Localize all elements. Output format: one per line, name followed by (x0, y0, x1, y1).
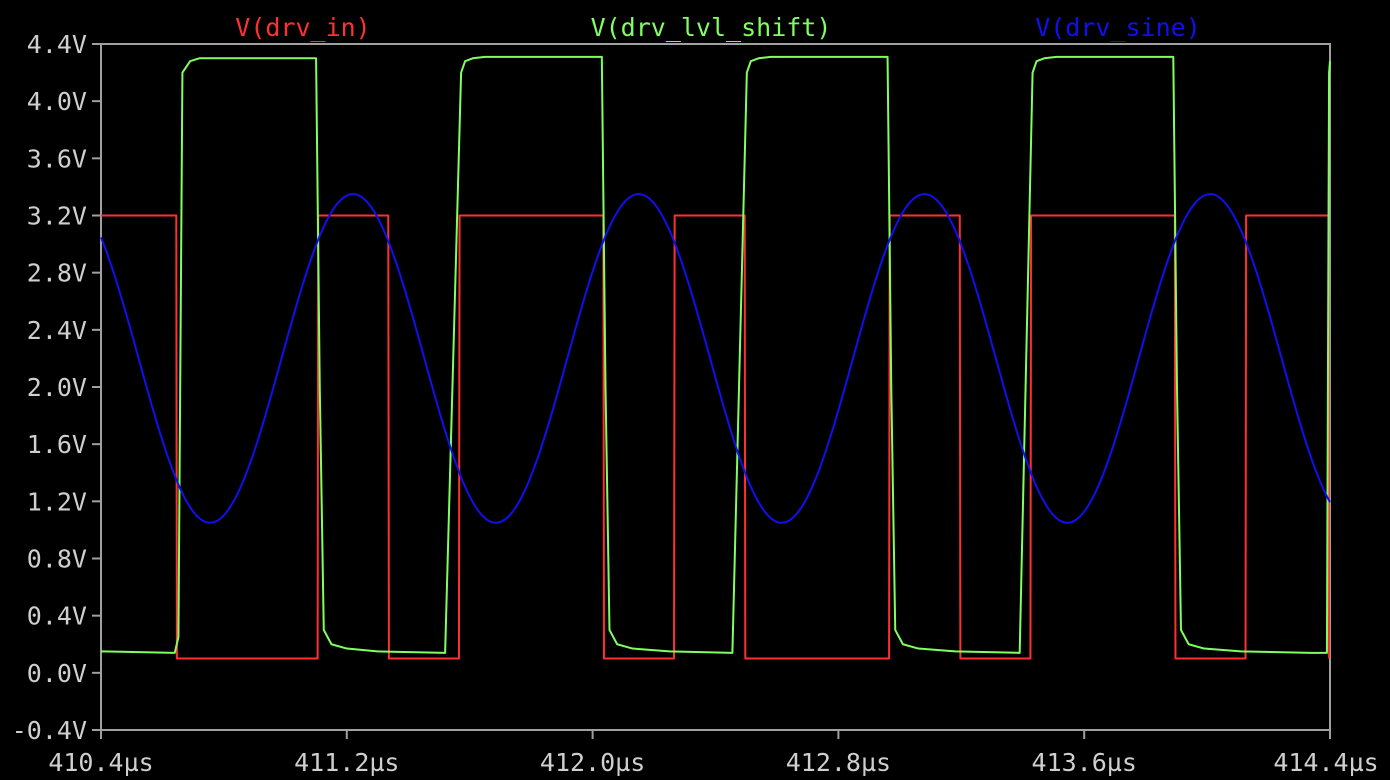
x-tick-label: 410.4µs (48, 748, 153, 777)
y-tick-label: 1.6V (27, 430, 87, 459)
x-tick-label: 413.6µs (1032, 748, 1137, 777)
y-tick-label: 4.4V (27, 30, 87, 59)
y-tick-label: 3.2V (27, 202, 87, 231)
y-tick-label: 4.0V (27, 87, 87, 116)
y-tick-label: 0.4V (27, 602, 87, 631)
legend-entry: V(drv_sine) (1035, 13, 1201, 42)
x-tick-label: 411.2µs (294, 748, 399, 777)
y-tick-label: 1.2V (27, 487, 87, 516)
legend-entry: V(drv_in) (235, 13, 370, 42)
y-tick-label: 0.0V (27, 659, 87, 688)
x-tick-label: 412.8µs (786, 748, 891, 777)
legend-entry: V(drv_lvl_shift) (591, 13, 832, 42)
x-tick-label: 412.0µs (540, 748, 645, 777)
y-tick-label: 2.4V (27, 316, 87, 345)
y-tick-label: 3.6V (27, 144, 87, 173)
y-tick-label: 2.8V (27, 259, 87, 288)
x-tick-label: 414.4µs (1273, 748, 1378, 777)
y-tick-label: -0.4V (12, 716, 87, 745)
y-tick-label: 2.0V (27, 373, 87, 402)
y-tick-label: 0.8V (27, 545, 87, 574)
